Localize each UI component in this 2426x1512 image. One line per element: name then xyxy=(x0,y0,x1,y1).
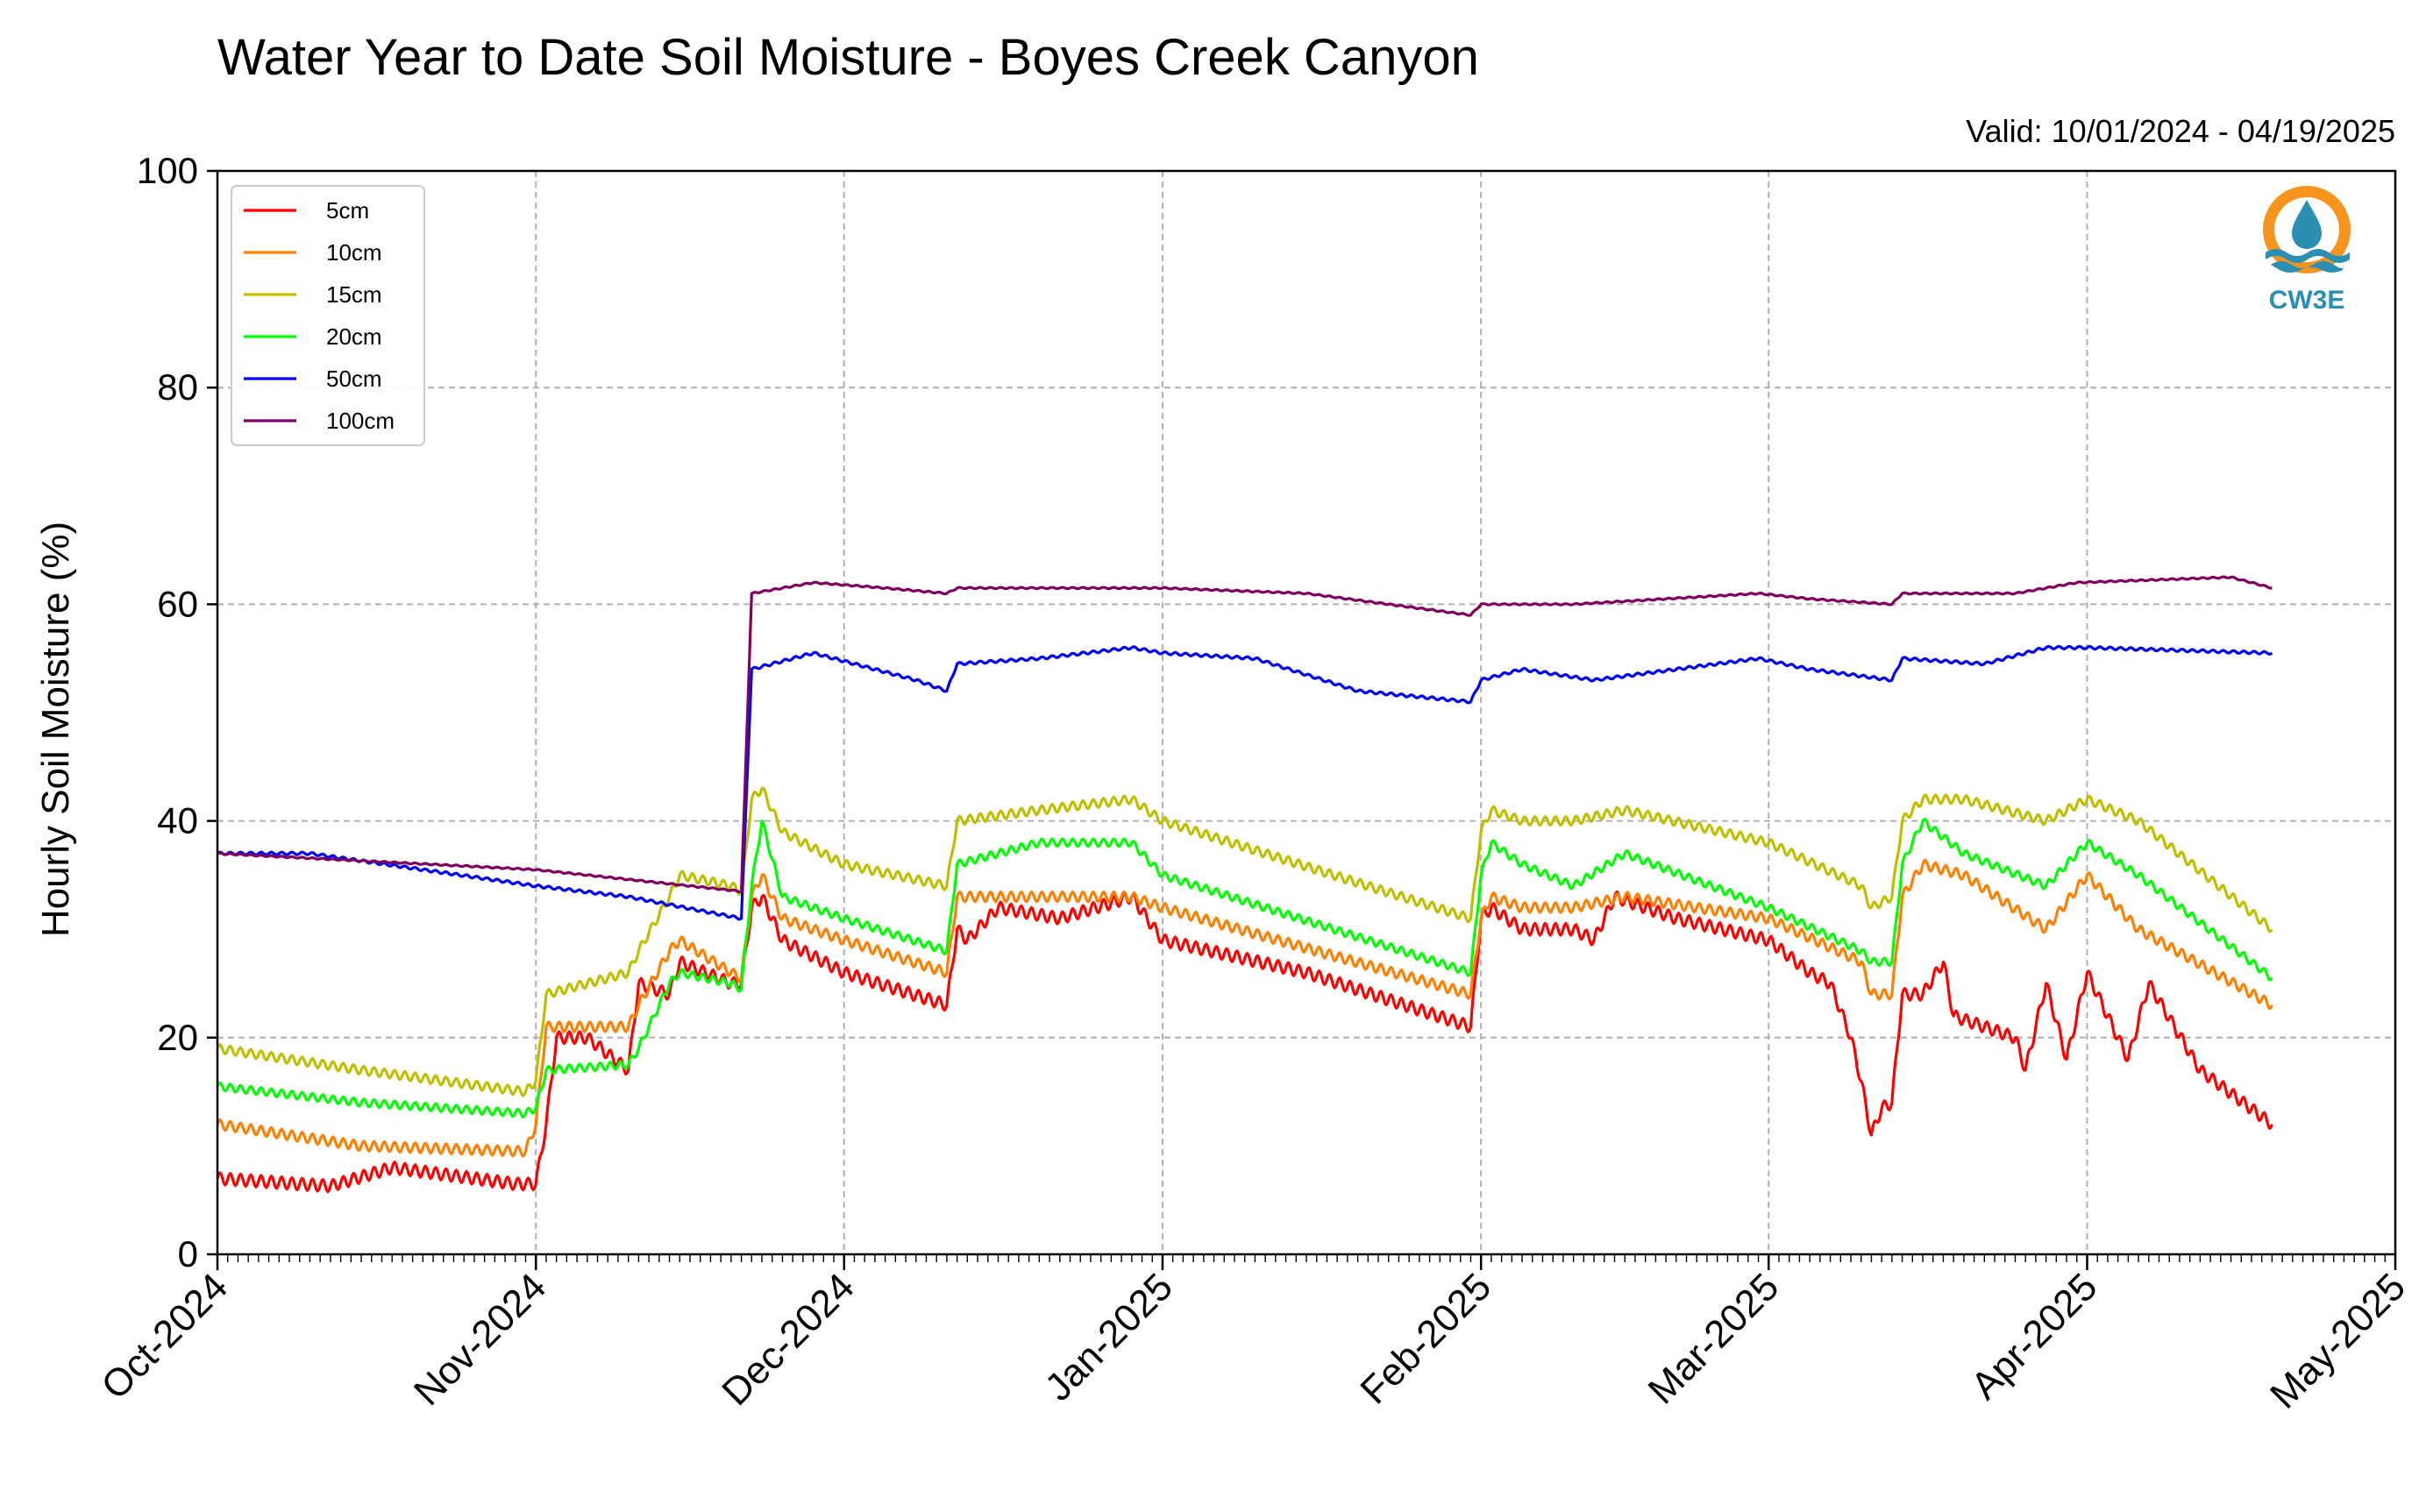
x-tick-label: Feb-2025 xyxy=(1352,1265,1499,1412)
y-tick-label: 20 xyxy=(157,1017,198,1058)
legend: 5cm 10cm 15cm 20cm 50cm 100cm xyxy=(231,185,425,446)
axis-ticks xyxy=(207,169,2397,1270)
series-line-5cm xyxy=(216,890,2273,1194)
x-tick-label: Oct-2024 xyxy=(93,1265,236,1408)
series-line-100cm xyxy=(217,575,2273,893)
legend-box xyxy=(231,185,425,446)
series-line-50cm xyxy=(217,644,2273,921)
legend-label-20cm: 20cm xyxy=(326,323,382,350)
y-tick-label: 100 xyxy=(137,150,198,191)
legend-label-10cm: 10cm xyxy=(326,239,382,266)
logo-wave-icon-2 xyxy=(2271,261,2344,273)
x-tick-label: Dec-2024 xyxy=(714,1265,863,1414)
x-tick-label: Mar-2025 xyxy=(1640,1265,1788,1412)
x-tick-label: May-2025 xyxy=(2262,1265,2414,1416)
grid xyxy=(217,171,2395,1254)
legend-label-5cm: 5cm xyxy=(326,197,369,224)
chart-subtitle: Valid: 10/01/2024 - 04/19/2025 xyxy=(1966,113,2395,149)
series-line-20cm xyxy=(216,818,2273,1119)
y-tick-label: 80 xyxy=(157,366,198,408)
plot-frame xyxy=(216,169,2397,1256)
chart-title: Water Year to Date Soil Moisture - Boyes… xyxy=(217,29,1479,86)
y-tick-label: 40 xyxy=(157,800,198,841)
series-line-10cm xyxy=(216,858,2273,1158)
y-tick-label: 60 xyxy=(157,583,198,624)
cw3e-logo: CW3E xyxy=(2263,186,2351,315)
logo-wave-icon xyxy=(2266,249,2350,263)
logo-drop-icon xyxy=(2292,200,2322,249)
y-tick-labels: 0 20 40 60 80 100 xyxy=(137,150,198,1274)
legend-label-15cm: 15cm xyxy=(326,281,382,308)
legend-label-100cm: 100cm xyxy=(326,408,395,434)
x-tick-label: Apr-2025 xyxy=(1963,1265,2106,1408)
legend-label-50cm: 50cm xyxy=(326,366,382,392)
y-axis-label: Hourly Soil Moisture (%) xyxy=(34,522,77,937)
logo-text: CW3E xyxy=(2269,286,2345,315)
x-tick-labels: Oct-2024 Nov-2024 Dec-2024 Jan-2025 Feb-2025… xyxy=(93,1265,2414,1416)
y-tick-label: 0 xyxy=(178,1233,198,1274)
x-tick-label: Nov-2024 xyxy=(406,1265,555,1414)
series-layer xyxy=(216,575,2273,1194)
series-line-15cm xyxy=(216,786,2273,1097)
x-tick-label: Jan-2025 xyxy=(1037,1265,1181,1409)
